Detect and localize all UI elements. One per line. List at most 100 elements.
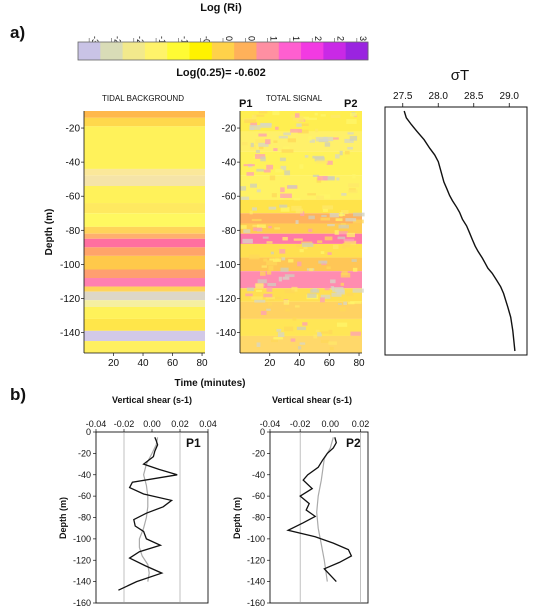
heatmap-speckle	[281, 149, 294, 153]
heatmap-speckle	[337, 236, 346, 240]
heatmap-speckle	[260, 156, 266, 162]
heatmap-speckle	[283, 299, 290, 305]
heatmap-speckle	[344, 138, 354, 143]
heatmap-speckle	[341, 246, 346, 249]
heatmap-speckle	[312, 155, 325, 159]
heatmap-speckle	[251, 114, 257, 120]
heatmap-speckle	[273, 148, 278, 152]
heatmap-speckle	[313, 334, 318, 339]
heatmap-speckle	[338, 213, 346, 216]
heatmap-speckle	[252, 224, 260, 227]
colorbar-tick-label: -3	[90, 36, 100, 44]
heatmap-speckle	[300, 211, 305, 217]
shear-line-p2	[286, 437, 353, 583]
heatmap-speckle	[328, 341, 337, 345]
heatmap-speckle	[335, 154, 340, 159]
heatmap-band	[84, 341, 205, 353]
heatmap-speckle	[327, 252, 332, 255]
heatmap-speckle	[279, 204, 288, 208]
heatmap-speckle	[320, 114, 326, 117]
heatmap-speckle	[284, 170, 291, 176]
heatmap-speckle	[266, 270, 272, 275]
heatmap-speckle	[352, 288, 364, 293]
heatmap-speckle	[260, 123, 272, 126]
heatmap-band	[84, 238, 205, 248]
heatmap-speckle	[350, 112, 357, 117]
heatmap-speckle	[330, 279, 336, 284]
heatmap-speckle	[243, 229, 251, 233]
colorbar-tick-label: 0	[224, 36, 234, 41]
heatmap-speckle	[258, 111, 268, 114]
sigma-t-tick-label: 28.5	[464, 91, 484, 102]
heatmap-speckle	[294, 113, 300, 118]
heatmap-y-tick-label: -100	[60, 260, 80, 271]
heatmap-band	[84, 300, 205, 307]
shear-x-tick-label: 0.04	[199, 419, 217, 429]
heatmap-speckle	[319, 297, 325, 303]
heatmap-speckle	[329, 213, 339, 218]
heatmap-speckle	[280, 267, 289, 272]
shear-y-tick-label: -140	[247, 577, 265, 587]
heatmap-band	[84, 269, 205, 279]
heatmap-band	[240, 223, 362, 234]
heatmap-speckle	[293, 197, 301, 201]
heatmap-speckle	[350, 331, 362, 336]
heatmap-speckle	[246, 172, 254, 176]
heatmap-speckle	[292, 317, 297, 321]
heatmap-speckle	[336, 322, 348, 327]
shear-y-tick-label: -160	[73, 598, 91, 608]
colorbar-swatch	[234, 42, 257, 60]
heatmap-speckle	[266, 241, 273, 244]
heatmap-speckle	[326, 266, 331, 270]
heatmap-speckle	[267, 282, 277, 287]
heatmap-speckle	[352, 267, 358, 272]
heatmap-speckle	[291, 205, 302, 211]
heatmap-speckle	[240, 196, 250, 200]
heatmap-speckle	[302, 322, 308, 326]
colorbar-swatch	[100, 42, 124, 60]
heatmap-speckle	[295, 244, 300, 248]
heatmap-speckle	[274, 227, 280, 230]
heatmap-speckle	[296, 326, 306, 331]
heatmap-depth-label: Depth (m)	[44, 209, 55, 256]
mean-shear-line-p2	[316, 437, 334, 582]
heatmap-speckle	[290, 114, 294, 118]
heatmap-band	[84, 126, 205, 169]
shear-y-tick-label: -120	[73, 555, 91, 565]
heatmap-speckle	[324, 236, 333, 241]
heatmap-speckle	[279, 249, 286, 254]
heatmap-speckle	[282, 236, 288, 241]
heatmap-band	[240, 175, 362, 200]
colorbar-swatch	[122, 42, 146, 60]
heatmap-band	[84, 255, 205, 270]
shear-profile-p1: Vertical shear (s-1) P1 -0.04 -0.02 0.00 0.…	[58, 395, 217, 608]
heatmap-speckle	[255, 283, 264, 289]
heatmap-speckle	[321, 214, 327, 217]
heatmap-speckle	[251, 296, 263, 300]
heatmap-speckle	[278, 135, 288, 139]
heatmap-speckle	[294, 305, 300, 308]
heatmap-speckle	[269, 175, 276, 181]
heatmap-x-tick-label: 60	[324, 358, 336, 369]
heatmap-speckle	[298, 346, 302, 350]
heatmap-speckle	[344, 150, 350, 155]
heatmap-speckle	[320, 217, 331, 221]
heatmap-speckle	[348, 189, 358, 194]
shear-p2-label: P2	[346, 436, 361, 450]
heatmap-speckle	[318, 260, 328, 264]
heatmap-speckle	[293, 238, 303, 241]
heatmap-speckle	[349, 135, 358, 141]
heatmap-speckle	[268, 206, 277, 210]
heatmap-speckle	[315, 136, 328, 142]
heatmap-speckle	[308, 228, 313, 233]
colorbar-tick-label: -1	[179, 36, 189, 44]
heatmap-speckle	[243, 164, 255, 167]
heatmap-speckle	[262, 236, 269, 239]
heatmap-speckle	[256, 168, 264, 172]
heatmap-speckle	[340, 209, 349, 215]
heatmap-speckle	[322, 205, 334, 210]
heatmap-speckle	[295, 220, 299, 224]
heatmap-speckle	[329, 346, 334, 351]
shear-y-tick-label: -60	[252, 491, 265, 501]
